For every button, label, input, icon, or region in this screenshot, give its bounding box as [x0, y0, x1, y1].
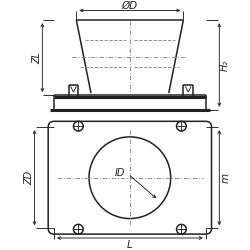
Text: m: m	[220, 173, 230, 183]
Text: ZD: ZD	[24, 171, 34, 185]
Text: H₂: H₂	[220, 59, 230, 70]
Text: ID: ID	[115, 168, 125, 178]
Text: ØD: ØD	[122, 0, 138, 10]
Text: L: L	[127, 240, 133, 250]
Text: ZL: ZL	[32, 52, 42, 64]
